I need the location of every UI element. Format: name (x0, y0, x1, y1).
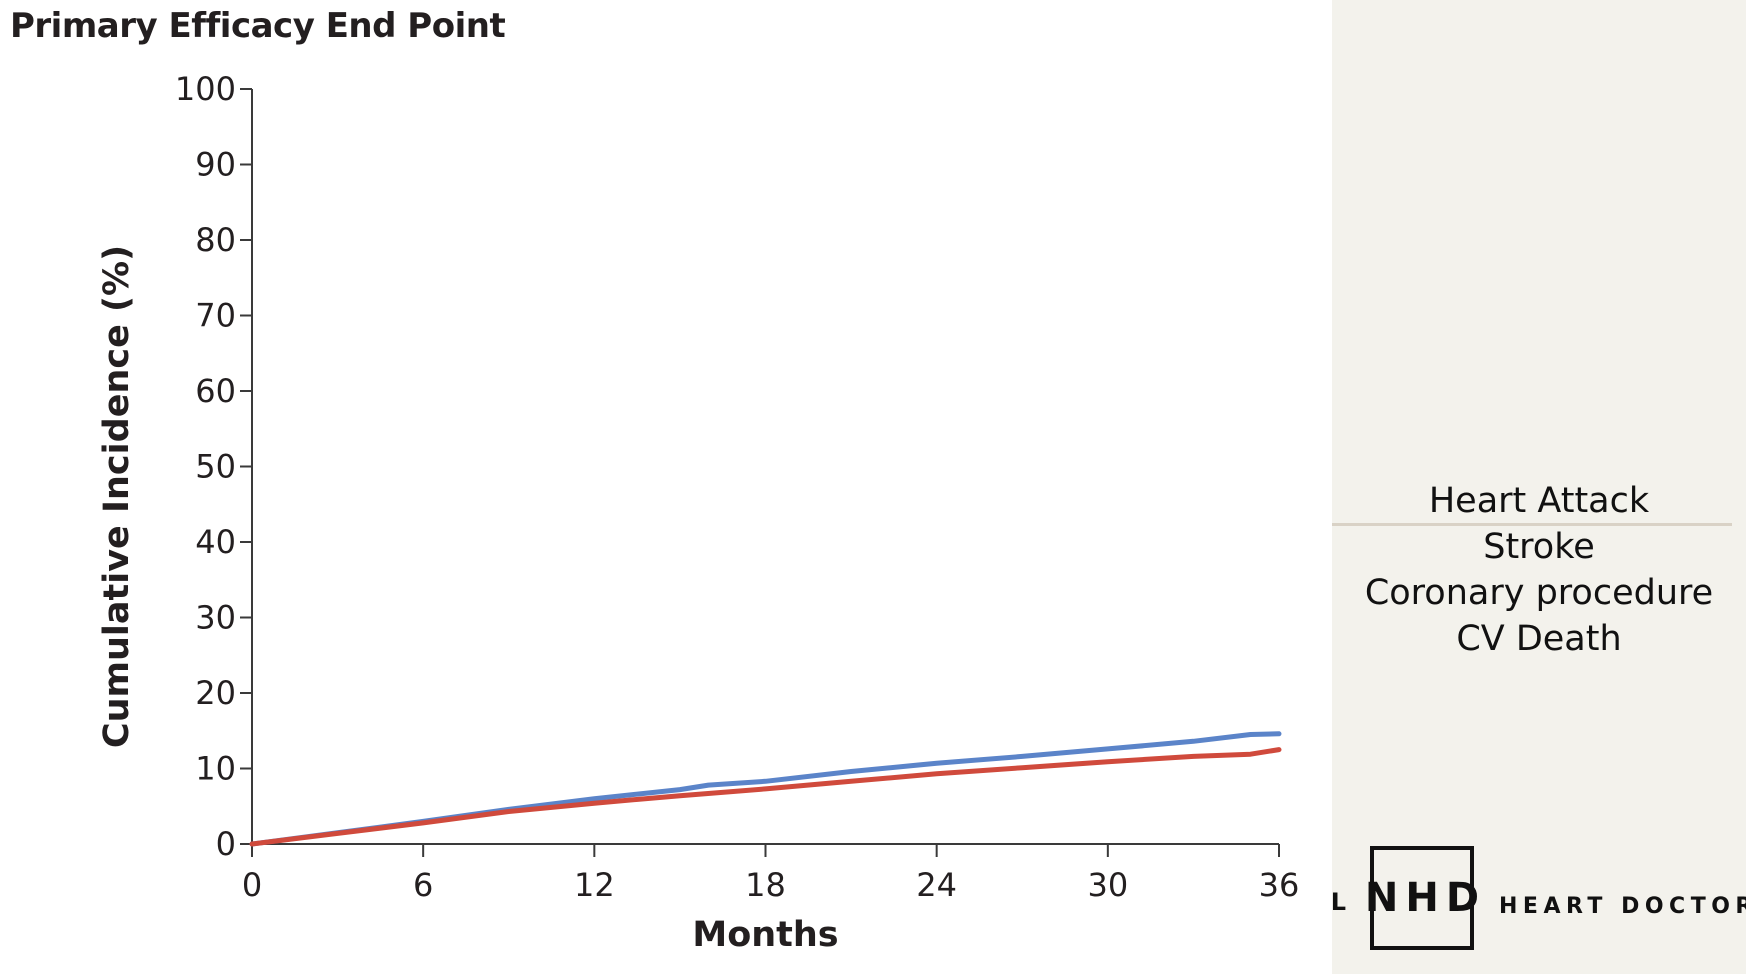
y-tick-label: 50 (195, 448, 236, 486)
kaplan-meier-chart: 0 10 20 30 40 50 60 70 80 90 100 0 6 12 18 24 30 36 Months… (97, 70, 1300, 955)
divider (1332, 523, 1732, 526)
y-tick-label: 100 (175, 70, 236, 108)
y-tick-label: 0 (216, 825, 236, 863)
endpoint-item: Heart Attack (1428, 481, 1650, 521)
endpoint-item: Stroke (1483, 527, 1595, 567)
x-axis-label: Months (692, 915, 838, 955)
y-tick-label: 60 (195, 372, 236, 410)
x-tick-label: 12 (574, 866, 615, 904)
endpoint-list: Heart Attack Stroke Coronary procedure C… (1332, 478, 1746, 662)
chart-panel: 0 10 20 30 40 50 60 70 80 90 100 0 6 12 18 24 30 36 Months… (10, 6, 1300, 955)
brand-logo: AL NHD HEART DOCTOR (1332, 846, 1746, 958)
x-tick-label: 0 (242, 866, 262, 904)
x-tick-label: 36 (1259, 866, 1300, 904)
x-tick-label: 18 (745, 866, 786, 904)
y-tick-label: 40 (195, 523, 236, 561)
y-tick-label: 70 (195, 297, 236, 335)
brand-text-fragment: AL (1332, 888, 1350, 916)
y-tick-label: 30 (195, 599, 236, 637)
chart-title: Primary Efficacy End Point (10, 6, 506, 46)
y-tick-label: 90 (195, 146, 236, 184)
y-tick-label: 10 (195, 750, 236, 788)
endpoint-item: Coronary procedure (1364, 573, 1714, 613)
x-tick-label: 6 (413, 866, 433, 904)
brand-text: HEART DOCTOR (1499, 894, 1746, 919)
y-axis-label: Cumulative Incidence (%) (97, 245, 137, 748)
x-tick-label: 30 (1087, 866, 1128, 904)
endpoint-sidebar: Heart Attack Stroke Coronary procedure C… (1332, 0, 1746, 974)
y-tick-label: 20 (195, 674, 236, 712)
y-tick-label: 80 (195, 221, 236, 259)
x-tick-label: 24 (916, 866, 957, 904)
endpoint-item: CV Death (1456, 619, 1622, 659)
series-line-2 (249, 747, 1282, 847)
logo-mark: NHD (1365, 846, 1479, 950)
